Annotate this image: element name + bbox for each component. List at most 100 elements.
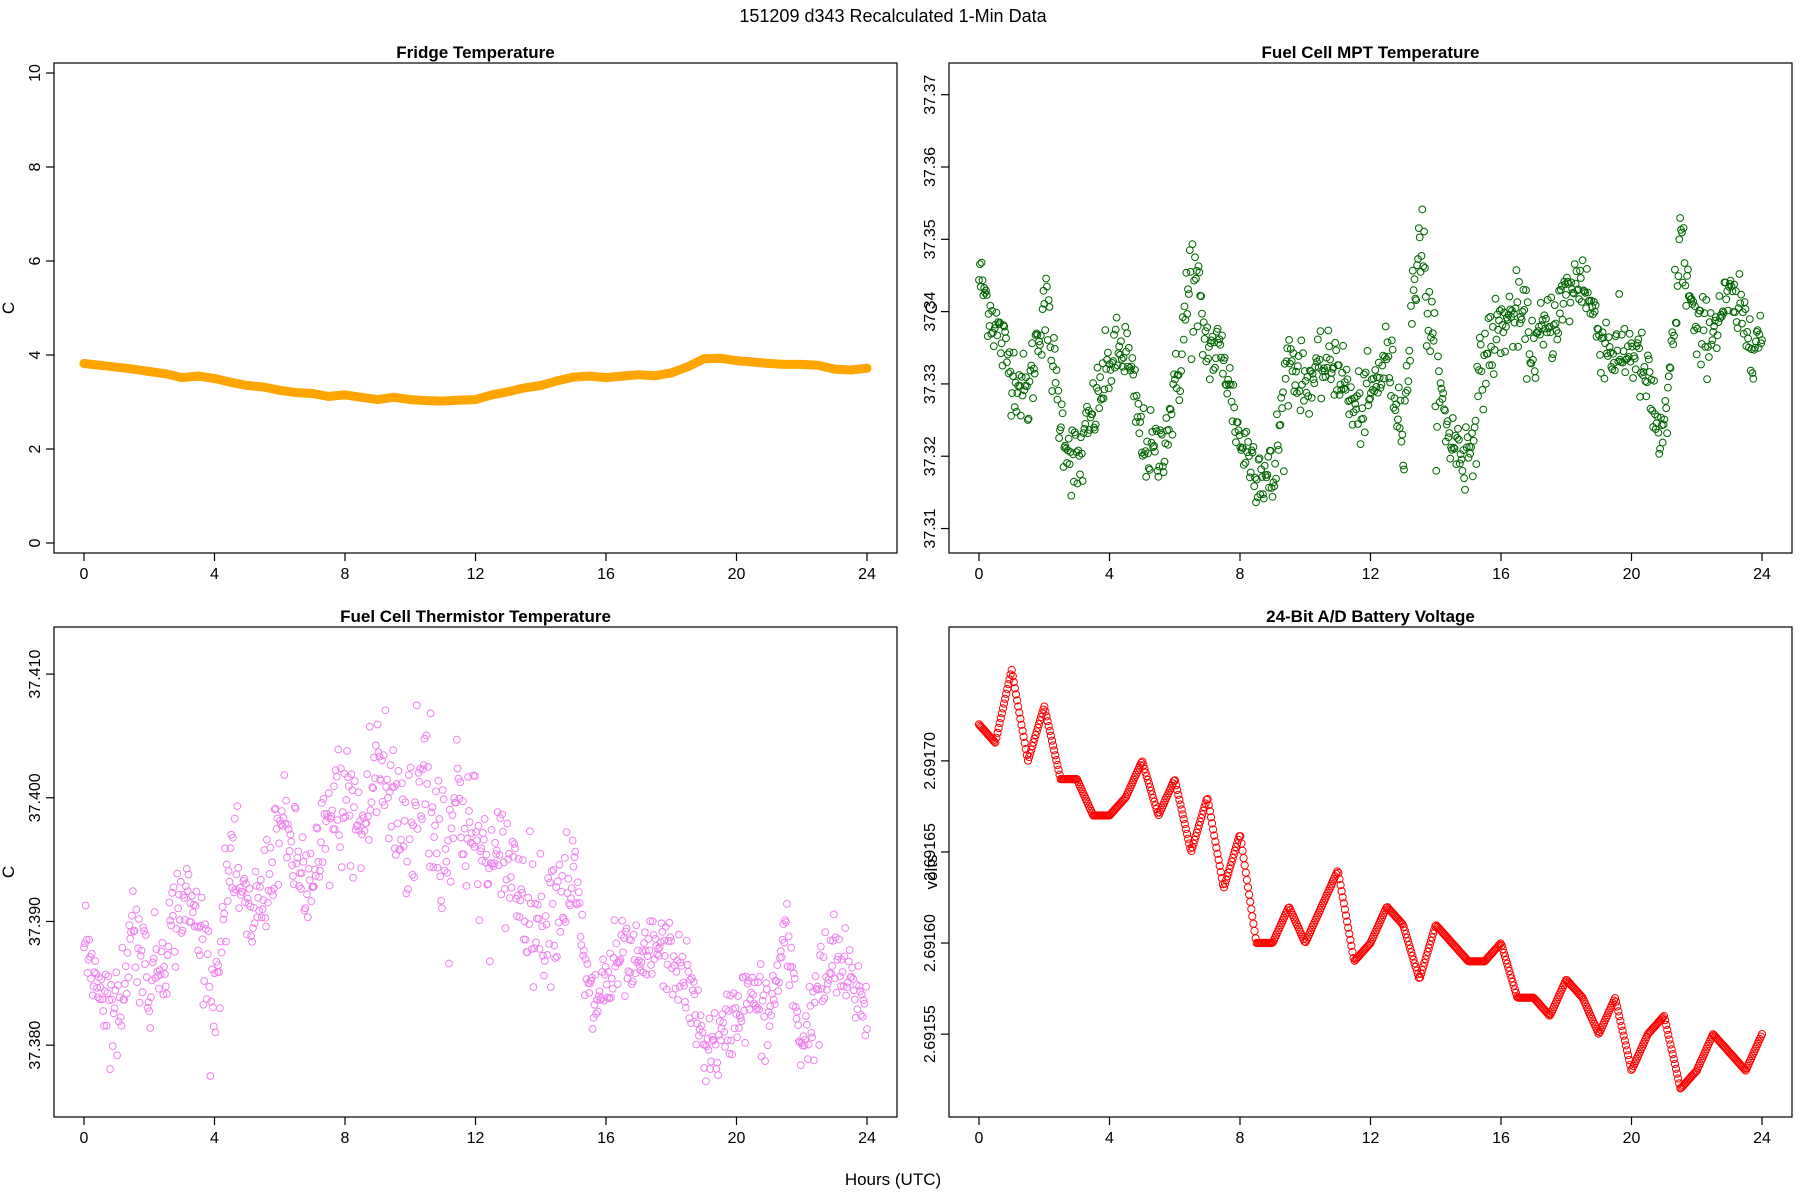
data-point — [1020, 386, 1029, 395]
data-point — [1433, 423, 1441, 431]
data-point — [1684, 265, 1692, 274]
data-point — [1621, 1041, 1631, 1050]
data-point — [1037, 712, 1046, 722]
data-point — [268, 858, 277, 867]
data-point — [680, 981, 688, 990]
x-tick-label: 8 — [1236, 1130, 1245, 1147]
data-point — [462, 882, 471, 890]
data-point — [1408, 266, 1417, 275]
data-point — [858, 1012, 867, 1021]
data-point — [1719, 308, 1728, 317]
data-point — [135, 998, 144, 1007]
data-point — [238, 887, 247, 896]
data-point — [1629, 374, 1637, 382]
data-point — [1517, 315, 1526, 324]
data-point — [592, 1010, 600, 1018]
data-point — [291, 804, 300, 813]
data-point — [762, 985, 771, 993]
data-point — [1464, 453, 1473, 462]
data-point — [1144, 779, 1154, 788]
data-point — [1581, 288, 1590, 297]
data-point — [1299, 349, 1307, 358]
data-point — [681, 1003, 690, 1012]
data-point — [1403, 386, 1412, 395]
data-point — [1656, 444, 1664, 453]
data-point — [1527, 359, 1536, 368]
data-point — [79, 358, 89, 368]
data-point — [1003, 684, 1012, 694]
data-point — [1691, 322, 1700, 331]
data-point — [1748, 369, 1757, 377]
data-point — [1452, 460, 1461, 469]
data-point — [1413, 261, 1421, 270]
data-point — [222, 937, 230, 946]
data-point — [1505, 292, 1514, 301]
data-point — [843, 983, 851, 992]
data-point — [1491, 294, 1500, 303]
data-point — [679, 978, 688, 987]
data-point — [205, 982, 214, 991]
data-point — [1650, 376, 1658, 385]
data-point — [677, 961, 686, 970]
data-point — [1047, 736, 1057, 745]
data-point — [567, 894, 575, 903]
data-point — [1681, 281, 1690, 290]
data-point — [1300, 396, 1308, 405]
data-point — [572, 899, 580, 907]
data-point — [183, 887, 192, 895]
data-point — [996, 714, 1005, 723]
data-point — [1225, 364, 1234, 372]
data-point — [1248, 448, 1257, 457]
data-point — [713, 1058, 722, 1067]
data-point — [696, 1011, 705, 1020]
data-point — [578, 910, 587, 919]
data-point — [1206, 813, 1216, 822]
data-point — [1634, 335, 1643, 344]
data-point — [1286, 345, 1295, 353]
data-point — [1504, 963, 1513, 972]
data-point — [1405, 940, 1414, 950]
data-point — [1002, 689, 1011, 699]
data-point — [1177, 805, 1186, 814]
data-point — [1598, 328, 1607, 337]
data-point — [1551, 319, 1560, 328]
data-point — [1284, 402, 1293, 410]
data-point — [665, 918, 674, 927]
data-point — [551, 954, 560, 962]
data-point — [1415, 233, 1424, 242]
data-point — [474, 821, 483, 830]
data-point — [433, 863, 442, 872]
data-point — [193, 922, 202, 931]
data-point — [438, 786, 447, 794]
data-point — [763, 1041, 772, 1050]
figure-title: 151209 d343 Recalculated 1-Min Data — [739, 6, 1047, 26]
data-point — [756, 972, 764, 981]
data-point — [1221, 879, 1230, 888]
data-point — [1548, 354, 1556, 363]
data-point — [108, 1042, 117, 1050]
data-point — [1500, 952, 1510, 961]
data-point — [514, 855, 523, 863]
data-point — [535, 945, 544, 953]
data-point — [394, 767, 403, 775]
data-point — [1031, 731, 1040, 740]
data-point — [761, 1057, 769, 1065]
data-point — [169, 883, 178, 892]
data-point — [165, 898, 174, 907]
data-point — [1040, 702, 1049, 711]
y-tick-label: 2.69160 — [922, 914, 939, 972]
data-point — [646, 917, 654, 925]
data-point — [1375, 373, 1384, 382]
data-point — [135, 915, 143, 923]
data-point — [400, 816, 409, 825]
data-point — [360, 826, 369, 835]
data-point — [1249, 919, 1258, 928]
data-point — [1479, 405, 1488, 414]
data-point — [342, 796, 351, 804]
data-point — [755, 1005, 763, 1014]
data-point — [573, 878, 582, 887]
data-point — [766, 1002, 775, 1010]
data-point — [259, 896, 268, 904]
data-point — [294, 847, 303, 856]
data-point — [1306, 367, 1315, 376]
